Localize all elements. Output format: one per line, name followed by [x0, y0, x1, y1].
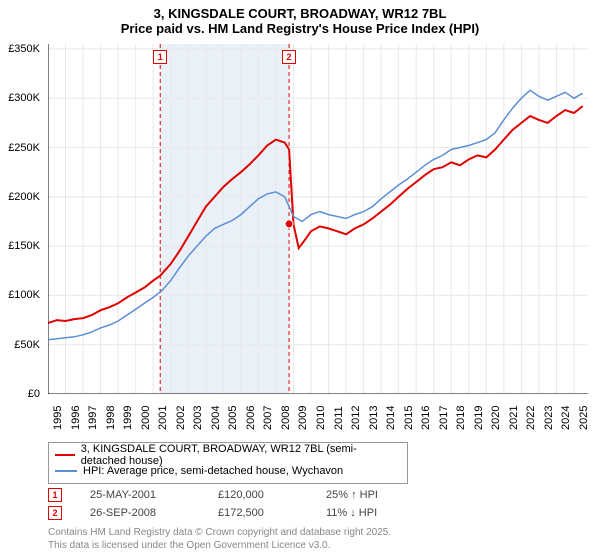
x-tick-label: 2025: [578, 406, 590, 430]
event-marker-badge: 1: [153, 50, 167, 64]
x-tick-label: 2004: [210, 406, 222, 430]
x-tick-label: 2012: [350, 406, 362, 430]
legend-swatch: [55, 470, 77, 472]
y-tick-label: £350K: [8, 43, 40, 55]
marker-date: 25-MAY-2001: [90, 489, 190, 501]
x-tick-label: 2005: [227, 406, 239, 430]
marker-annotations: 1 25-MAY-2001 £120,000 25% ↑ HPI 2 26-SEP-200…: [48, 486, 378, 522]
x-tick-label: 2017: [438, 406, 450, 430]
x-tick-label: 2010: [315, 406, 327, 430]
x-tick-label: 2018: [455, 406, 467, 430]
x-tick-label: 2000: [140, 406, 152, 430]
x-tick-label: 2016: [420, 406, 432, 430]
marker-price: £120,000: [218, 489, 298, 501]
x-tick-label: 2013: [368, 406, 380, 430]
legend-text: 3, KINGSDALE COURT, BROADWAY, WR12 7BL (…: [81, 443, 401, 467]
x-tick-label: 2024: [560, 406, 572, 430]
y-tick-label: £50K: [14, 339, 40, 351]
chart-title-block: 3, KINGSDALE COURT, BROADWAY, WR12 7BL P…: [0, 0, 600, 40]
x-tick-label: 2009: [297, 406, 309, 430]
legend: 3, KINGSDALE COURT, BROADWAY, WR12 7BL (…: [48, 442, 408, 484]
y-tick-label: £100K: [8, 289, 40, 301]
marker-badge: 2: [48, 506, 62, 520]
marker-note: 11% ↓ HPI: [326, 507, 377, 519]
event-marker-badge: 2: [282, 50, 296, 64]
marker-date: 26-SEP-2008: [90, 507, 190, 519]
x-tick-label: 2020: [490, 406, 502, 430]
x-tick-label: 2014: [385, 406, 397, 430]
x-tick-label: 2002: [175, 406, 187, 430]
footer-attribution: Contains HM Land Registry data © Crown c…: [48, 526, 391, 552]
x-tick-label: 2021: [508, 406, 520, 430]
chart-svg: [48, 44, 588, 394]
title-line-2: Price paid vs. HM Land Registry's House …: [0, 21, 600, 36]
title-line-1: 3, KINGSDALE COURT, BROADWAY, WR12 7BL: [0, 6, 600, 21]
legend-text: HPI: Average price, semi-detached house,…: [83, 465, 343, 477]
x-tick-label: 1997: [87, 406, 99, 430]
y-tick-label: £300K: [8, 92, 40, 104]
y-tick-label: £200K: [8, 191, 40, 203]
x-tick-label: 1996: [70, 406, 82, 430]
marker-badge: 1: [48, 488, 62, 502]
legend-item: 3, KINGSDALE COURT, BROADWAY, WR12 7BL (…: [55, 447, 401, 463]
footer-line-2: This data is licensed under the Open Gov…: [48, 539, 391, 552]
x-tick-label: 2008: [280, 406, 292, 430]
x-tick-label: 2019: [473, 406, 485, 430]
y-tick-label: £250K: [8, 142, 40, 154]
x-tick-label: 2001: [157, 406, 169, 430]
x-tick-label: 1998: [105, 406, 117, 430]
x-tick-label: 1995: [52, 406, 64, 430]
x-tick-label: 2022: [525, 406, 537, 430]
chart-plot-area: 12: [48, 44, 588, 394]
marker-row: 1 25-MAY-2001 £120,000 25% ↑ HPI: [48, 486, 378, 504]
y-axis-labels: £0£50K£100K£150K£200K£250K£300K£350K: [0, 44, 44, 394]
x-axis-labels: 1995 1996 1997 1998 1999 2000 2001 2002 2003 2004…: [48, 398, 588, 438]
legend-swatch: [55, 454, 75, 456]
x-tick-label: 2023: [543, 406, 555, 430]
x-tick-label: 2007: [262, 406, 274, 430]
y-tick-label: £0: [28, 388, 40, 400]
marker-row: 2 26-SEP-2008 £172,500 11% ↓ HPI: [48, 504, 378, 522]
x-tick-label: 2011: [333, 406, 345, 430]
x-tick-label: 1999: [122, 406, 134, 430]
x-tick-label: 2006: [245, 406, 257, 430]
y-tick-label: £150K: [8, 240, 40, 252]
x-tick-label: 2015: [403, 406, 415, 430]
x-tick-label: 2003: [192, 406, 204, 430]
marker-price: £172,500: [218, 507, 298, 519]
footer-line-1: Contains HM Land Registry data © Crown c…: [48, 526, 391, 539]
marker-note: 25% ↑ HPI: [326, 489, 378, 501]
